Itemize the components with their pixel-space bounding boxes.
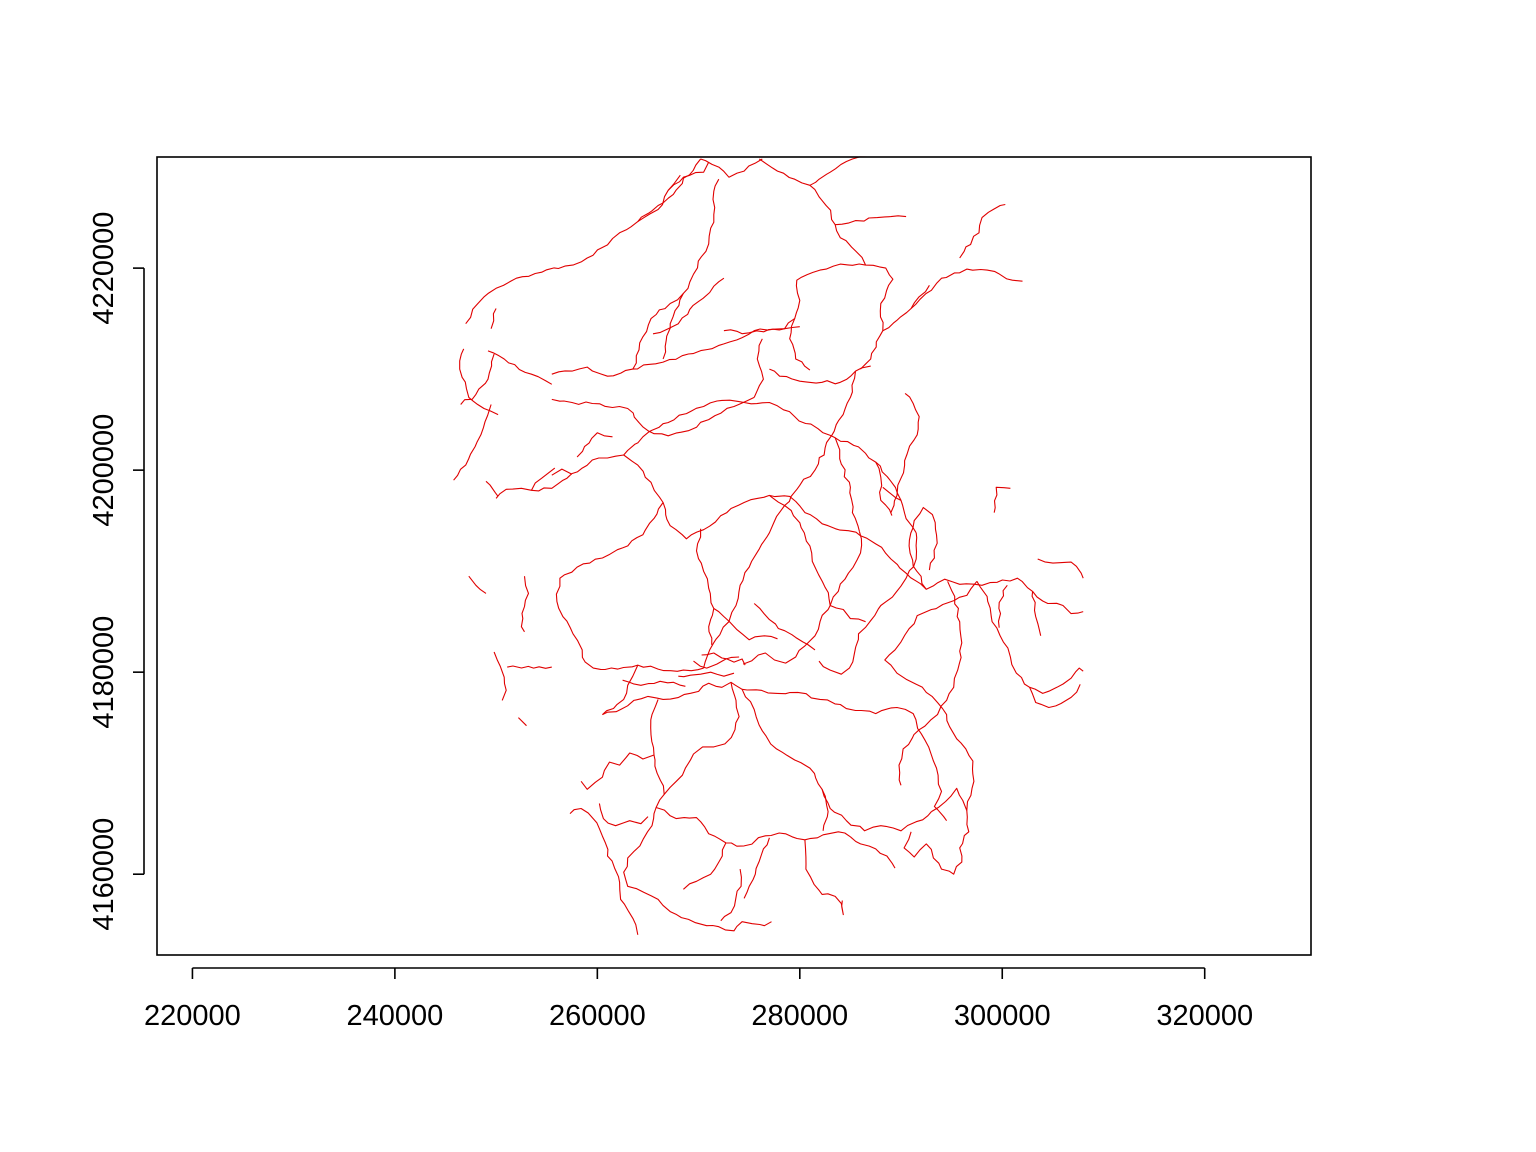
road-line xyxy=(468,575,487,594)
road-line xyxy=(804,839,844,916)
road-line xyxy=(683,842,727,890)
road-line xyxy=(602,681,778,716)
road-line xyxy=(713,608,778,641)
road-line xyxy=(890,392,920,513)
road-line xyxy=(743,837,770,899)
road-line xyxy=(490,308,497,329)
road-line xyxy=(700,158,763,178)
road-line xyxy=(460,353,495,405)
road-line xyxy=(520,576,530,633)
road-line xyxy=(662,178,720,360)
road-line xyxy=(742,531,863,665)
x-tick-label: 220000 xyxy=(144,1000,241,1032)
road-line xyxy=(809,156,869,186)
road-line xyxy=(882,268,1023,332)
road-line xyxy=(551,468,573,476)
y-tick-label: 4200000 xyxy=(88,414,120,527)
road-line xyxy=(495,467,556,499)
road-line xyxy=(769,365,871,385)
x-tick-label: 280000 xyxy=(751,1000,848,1032)
road-line xyxy=(650,699,665,795)
road-line xyxy=(769,494,831,606)
plot-frame xyxy=(156,156,1312,956)
road-line xyxy=(993,486,1011,513)
road-line xyxy=(753,338,764,398)
road-line xyxy=(695,528,715,645)
road-line xyxy=(623,682,772,932)
road-line xyxy=(910,285,930,309)
road-line xyxy=(701,652,746,666)
road-line xyxy=(959,203,1006,259)
road-line xyxy=(632,293,684,370)
road-line xyxy=(1029,684,1081,709)
y-tick-label: 4180000 xyxy=(88,616,120,729)
road-line xyxy=(723,263,894,370)
x-tick-label: 240000 xyxy=(346,1000,443,1032)
road-line xyxy=(551,326,800,377)
road-line xyxy=(753,603,816,651)
road-line xyxy=(623,399,917,534)
road-line xyxy=(882,486,902,501)
y-tick-label: 4160000 xyxy=(88,818,120,931)
road-line xyxy=(602,664,639,716)
road-line xyxy=(580,752,655,790)
y-tick-label: 4220000 xyxy=(88,212,120,325)
road-line xyxy=(908,506,938,590)
road-line xyxy=(493,651,507,701)
road-line xyxy=(487,350,553,385)
road-line xyxy=(834,437,861,532)
road-line xyxy=(551,396,755,437)
road-line xyxy=(693,656,740,669)
road-line xyxy=(834,215,907,266)
road-line xyxy=(652,277,725,335)
road-line xyxy=(720,869,742,922)
road-line xyxy=(703,371,857,669)
y-axis: 4160000 4180000 4200000 4220000 xyxy=(88,212,145,931)
road-line xyxy=(777,691,948,822)
road-line xyxy=(569,807,639,935)
road-line xyxy=(465,158,702,325)
x-tick-label: 300000 xyxy=(954,1000,1051,1032)
road-network xyxy=(453,156,1084,935)
road-line xyxy=(655,806,851,847)
road-line xyxy=(678,671,735,678)
road-line xyxy=(459,348,499,416)
road-line xyxy=(555,502,704,672)
road-line xyxy=(598,803,649,827)
road-line xyxy=(789,318,811,371)
x-tick-label: 320000 xyxy=(1156,1000,1253,1032)
road-line xyxy=(821,789,829,831)
road-line xyxy=(829,604,866,623)
road-line xyxy=(818,532,918,675)
road-line xyxy=(903,787,970,875)
road-line xyxy=(1037,558,1084,579)
x-tick-label: 260000 xyxy=(549,1000,646,1032)
road-line xyxy=(997,584,1008,628)
road-line xyxy=(875,461,893,516)
x-axis: 220000 240000 260000 280000 300000 320000 xyxy=(144,967,1253,1032)
road-line xyxy=(453,404,492,481)
road-line xyxy=(485,480,499,497)
road-line xyxy=(850,836,896,869)
road-line xyxy=(531,454,1084,615)
road-line xyxy=(976,581,1084,694)
road-line xyxy=(1031,591,1042,636)
road-line xyxy=(884,580,978,811)
road-line xyxy=(667,174,681,191)
road-line xyxy=(507,665,552,669)
road-line xyxy=(576,432,613,458)
road-line xyxy=(898,581,963,786)
road-line xyxy=(518,717,527,727)
road-line xyxy=(622,679,686,687)
road-line xyxy=(758,158,836,226)
